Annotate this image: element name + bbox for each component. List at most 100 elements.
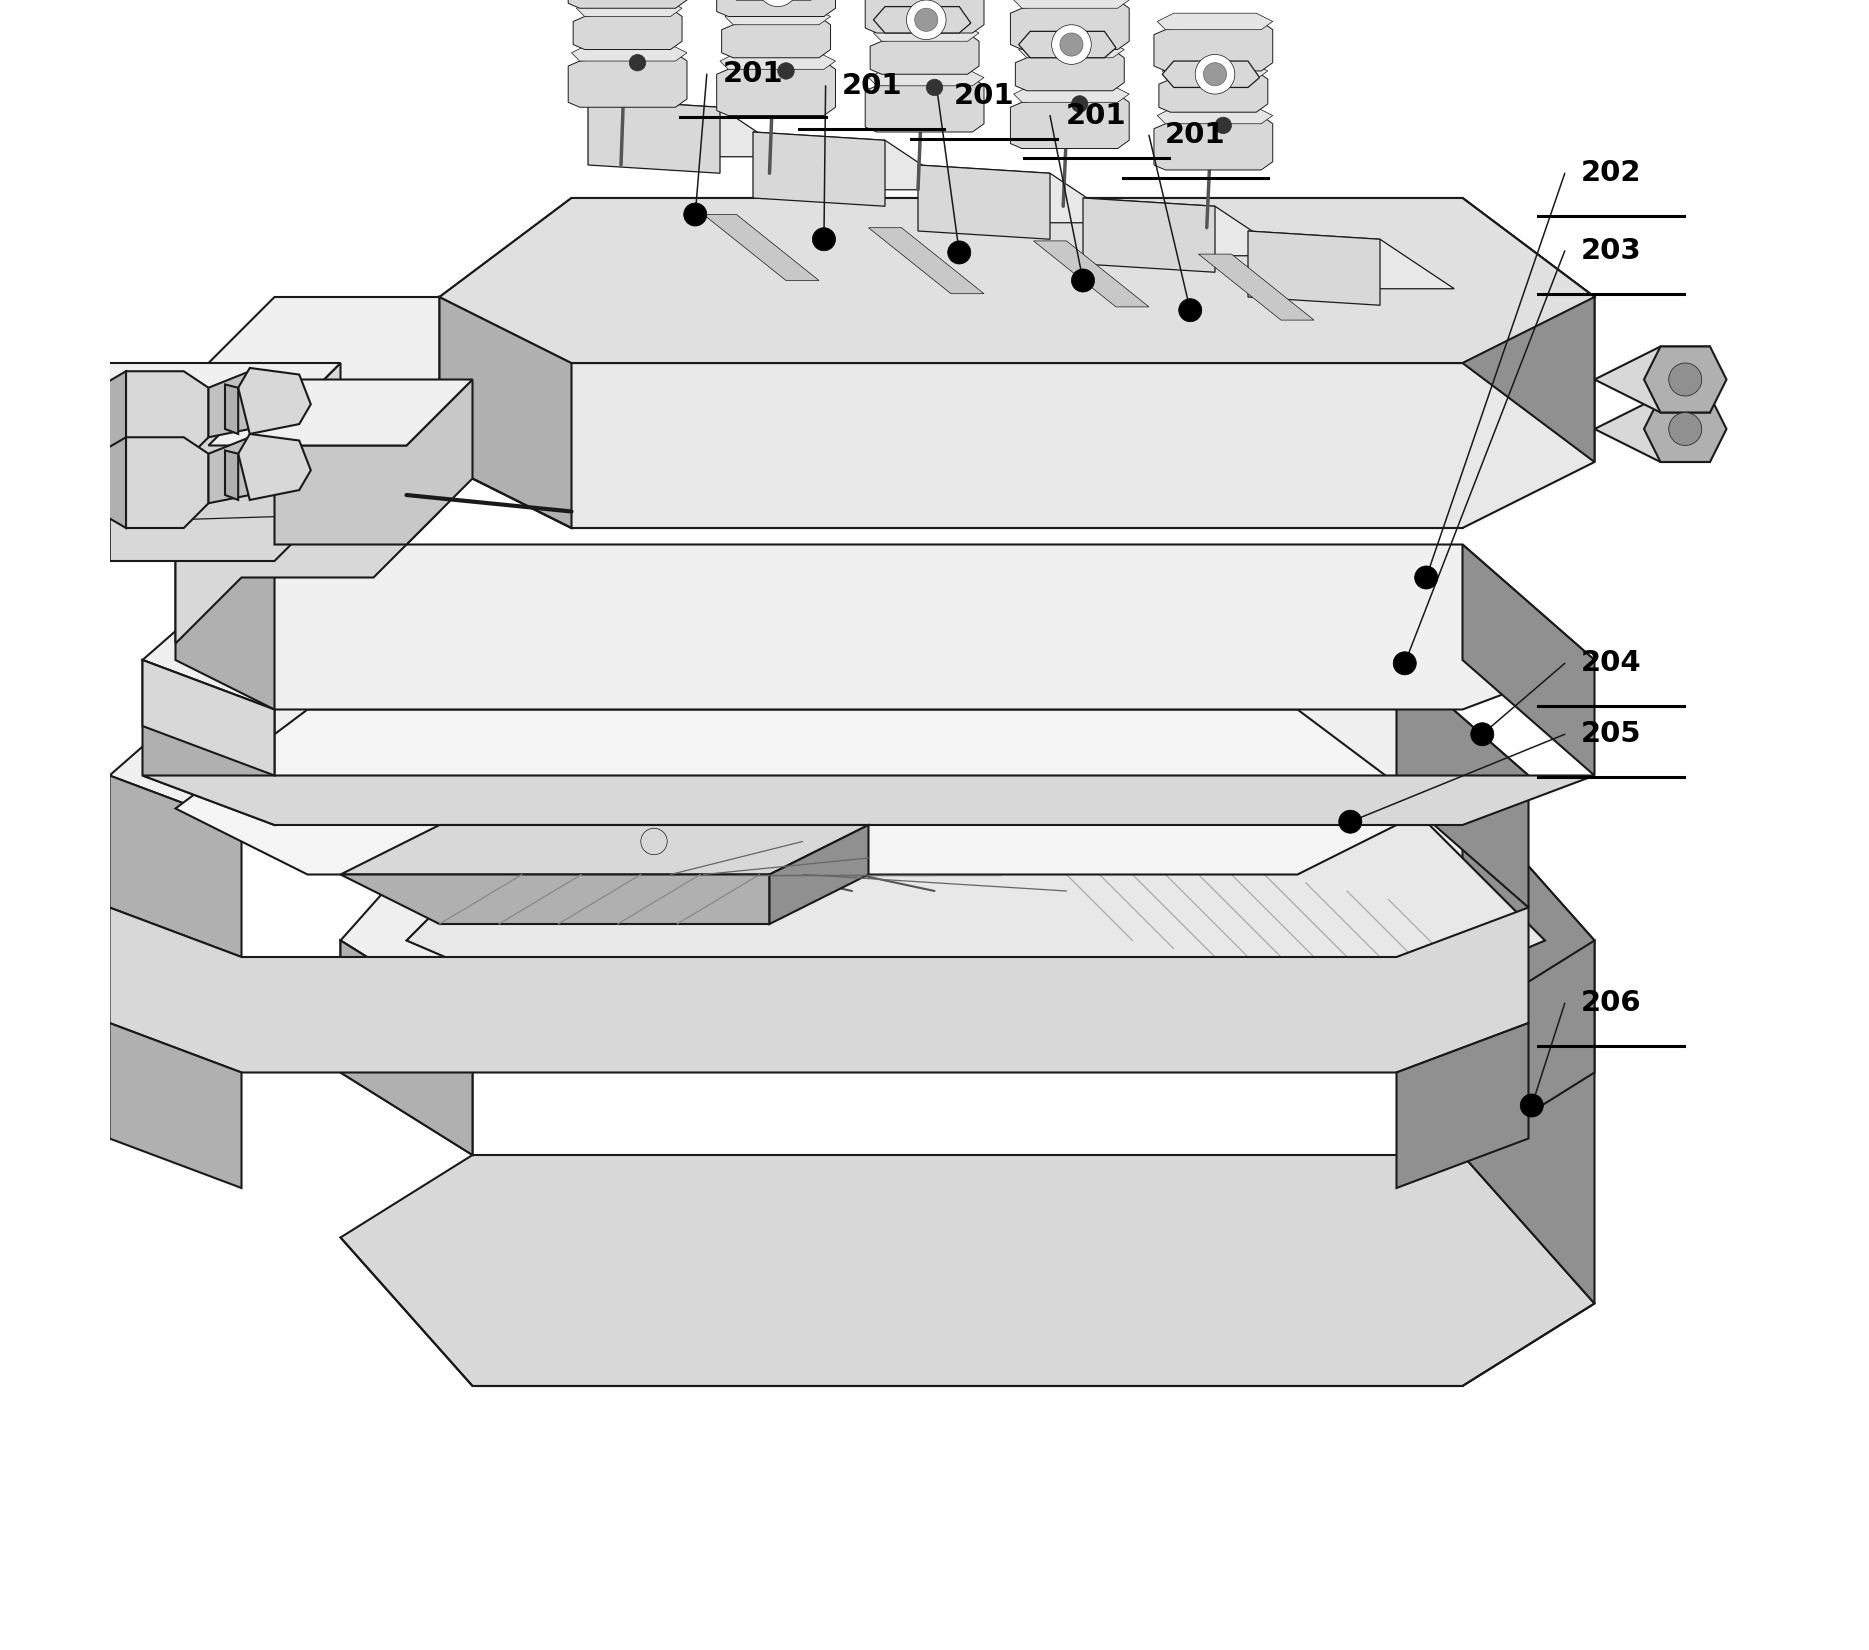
Polygon shape [725, 8, 830, 25]
Polygon shape [125, 371, 209, 462]
Circle shape [778, 63, 794, 79]
Polygon shape [1034, 241, 1149, 307]
Polygon shape [43, 363, 340, 429]
Polygon shape [1013, 86, 1129, 102]
Polygon shape [142, 660, 275, 775]
Polygon shape [1463, 544, 1594, 776]
Text: 201: 201 [723, 61, 783, 87]
Polygon shape [869, 69, 983, 86]
Polygon shape [176, 297, 604, 446]
Polygon shape [1463, 198, 1594, 462]
Polygon shape [110, 908, 1529, 1072]
Polygon shape [1248, 231, 1379, 305]
Polygon shape [142, 544, 1594, 710]
Circle shape [927, 79, 942, 96]
Polygon shape [721, 16, 830, 58]
Polygon shape [918, 165, 1125, 223]
Polygon shape [1594, 396, 1710, 462]
Polygon shape [340, 825, 869, 874]
Polygon shape [1019, 31, 1116, 58]
Polygon shape [340, 792, 1594, 1023]
Polygon shape [568, 53, 688, 107]
Circle shape [1179, 299, 1202, 322]
Polygon shape [1198, 254, 1314, 320]
Circle shape [1338, 810, 1363, 833]
Circle shape [813, 228, 835, 251]
Polygon shape [568, 0, 688, 8]
Circle shape [684, 203, 706, 226]
Polygon shape [1396, 1023, 1529, 1188]
Polygon shape [572, 45, 688, 61]
Polygon shape [237, 368, 310, 434]
Polygon shape [209, 437, 265, 503]
Polygon shape [176, 710, 1430, 874]
Polygon shape [340, 874, 770, 924]
Circle shape [1215, 117, 1232, 134]
Text: 204: 204 [1581, 650, 1641, 676]
Polygon shape [224, 384, 237, 434]
Polygon shape [125, 437, 209, 528]
Polygon shape [1157, 13, 1273, 30]
Polygon shape [176, 404, 439, 454]
Polygon shape [1015, 50, 1125, 91]
Polygon shape [1157, 107, 1273, 124]
Polygon shape [574, 8, 682, 50]
Polygon shape [720, 53, 835, 69]
Text: 205: 205 [1581, 721, 1641, 747]
Polygon shape [176, 528, 275, 710]
Circle shape [1060, 33, 1082, 56]
Circle shape [906, 0, 946, 40]
Polygon shape [340, 1155, 1594, 1386]
Polygon shape [224, 450, 237, 500]
Text: 203: 203 [1581, 238, 1641, 264]
Circle shape [1669, 363, 1703, 396]
Polygon shape [439, 297, 1594, 528]
Polygon shape [505, 297, 604, 528]
Polygon shape [176, 396, 275, 578]
Circle shape [1519, 1094, 1544, 1117]
Polygon shape [209, 371, 265, 437]
Polygon shape [43, 478, 110, 512]
Circle shape [1194, 54, 1235, 94]
Polygon shape [1248, 231, 1454, 289]
Polygon shape [865, 0, 983, 33]
Circle shape [1052, 25, 1091, 64]
Polygon shape [110, 660, 1529, 825]
Circle shape [1392, 652, 1417, 675]
Polygon shape [1159, 71, 1267, 112]
Polygon shape [589, 99, 720, 173]
Text: 201: 201 [953, 82, 1015, 109]
Polygon shape [275, 380, 473, 544]
Polygon shape [209, 380, 473, 446]
Polygon shape [176, 404, 473, 412]
Circle shape [43, 462, 110, 528]
Polygon shape [110, 776, 241, 957]
Polygon shape [340, 940, 473, 1155]
Polygon shape [43, 429, 110, 561]
Polygon shape [1011, 0, 1129, 50]
Polygon shape [1153, 21, 1273, 71]
Polygon shape [753, 132, 886, 206]
Polygon shape [142, 776, 1594, 825]
Polygon shape [176, 396, 439, 644]
Polygon shape [865, 78, 983, 132]
Text: 201: 201 [1164, 122, 1226, 148]
Polygon shape [439, 198, 1594, 363]
Text: 201: 201 [841, 73, 903, 99]
Polygon shape [770, 825, 869, 924]
Polygon shape [873, 7, 970, 33]
Circle shape [1669, 412, 1703, 446]
Polygon shape [176, 462, 439, 520]
Polygon shape [107, 437, 125, 528]
Polygon shape [1011, 94, 1129, 148]
Polygon shape [1645, 396, 1727, 462]
Polygon shape [237, 434, 310, 500]
Polygon shape [871, 33, 979, 74]
Polygon shape [406, 825, 1546, 990]
Polygon shape [107, 371, 125, 462]
Polygon shape [576, 0, 682, 16]
Polygon shape [1082, 198, 1215, 272]
Polygon shape [1645, 346, 1727, 412]
Text: 206: 206 [1581, 990, 1641, 1016]
Polygon shape [1396, 660, 1529, 908]
